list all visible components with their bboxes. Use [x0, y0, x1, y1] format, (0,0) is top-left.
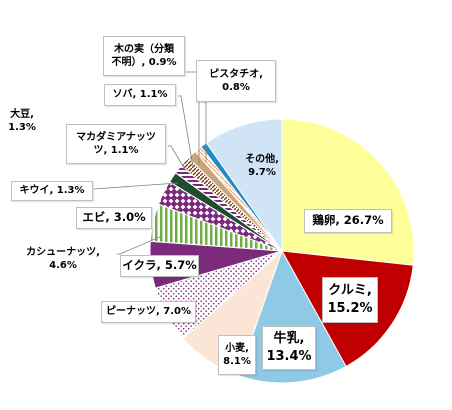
label-soybean-value: 1.3% — [8, 122, 36, 133]
label-ikura-text: イクラ, 5.7% — [122, 258, 197, 273]
label-pistachio: ピスタチオ, 0.8% — [196, 60, 276, 102]
label-other: その他, 9.7% — [236, 148, 288, 184]
label-soybean: 大豆, 1.3% — [2, 103, 42, 139]
slice-egg — [281, 118, 415, 266]
leader-pistachio — [203, 101, 207, 162]
label-wheat-value: 8.1% — [223, 356, 251, 367]
label-peanut: ピーナッツ, 7.0% — [101, 301, 196, 323]
label-other-value: 9.7% — [248, 167, 276, 178]
label-peanut-text: ピーナッツ, 7.0% — [105, 306, 191, 318]
leader-buckwheat — [178, 95, 194, 168]
label-nuts-unknown: 木の実（分類 不明）, 0.9% — [103, 36, 185, 76]
label-walnut-value: 15.2% — [327, 301, 373, 316]
label-walnut: クルミ, 15.2% — [322, 277, 378, 323]
label-buckwheat-text: ソバ, 1.1% — [112, 89, 168, 101]
label-milk: 牛乳, 13.4% — [262, 326, 316, 370]
label-kiwi: キウイ, 1.3% — [11, 181, 93, 201]
label-cashew: カシューナッツ, 4.6% — [10, 242, 116, 276]
label-shrimp: エビ, 3.0% — [76, 207, 152, 229]
label-egg-text: 鶏卵, 26.7% — [312, 213, 384, 228]
label-ikura: イクラ, 5.7% — [120, 255, 199, 277]
label-buckwheat: ソバ, 1.1% — [104, 84, 176, 106]
label-egg: 鶏卵, 26.7% — [304, 209, 392, 233]
label-walnut-name: クルミ, — [328, 283, 372, 299]
label-milk-name: 牛乳, — [273, 331, 305, 347]
label-pistachio-value: 0.8% — [222, 82, 250, 93]
label-soybean-name: 大豆, — [10, 108, 34, 120]
label-macadamia: マカダミアナッツ ツ, 1.1% — [66, 124, 166, 164]
leader-kiwi — [93, 182, 179, 190]
label-macadamia-line2: ツ, 1.1% — [93, 145, 139, 156]
label-cashew-name: カシューナッツ, — [26, 246, 100, 258]
slice-other — [205, 118, 283, 253]
label-milk-value: 13.4% — [266, 349, 312, 364]
label-wheat-name: 小麦, — [225, 342, 249, 354]
label-macadamia-line1: マカダミアナッツ — [76, 131, 156, 143]
label-nuts-unknown-line1: 木の実（分類 — [114, 43, 174, 55]
label-nuts-unknown-line2: 不明）, 0.9% — [111, 57, 177, 68]
label-kiwi-text: キウイ, 1.3% — [19, 185, 85, 197]
leader-macadamia — [168, 145, 187, 172]
label-pistachio-name: ピスタチオ, — [209, 68, 263, 80]
leader-cashew — [117, 235, 163, 255]
label-shrimp-text: エビ, 3.0% — [82, 210, 146, 225]
label-other-name: その他, — [245, 153, 279, 165]
label-wheat: 小麦, 8.1% — [218, 335, 256, 375]
label-cashew-value: 4.6% — [49, 260, 77, 271]
